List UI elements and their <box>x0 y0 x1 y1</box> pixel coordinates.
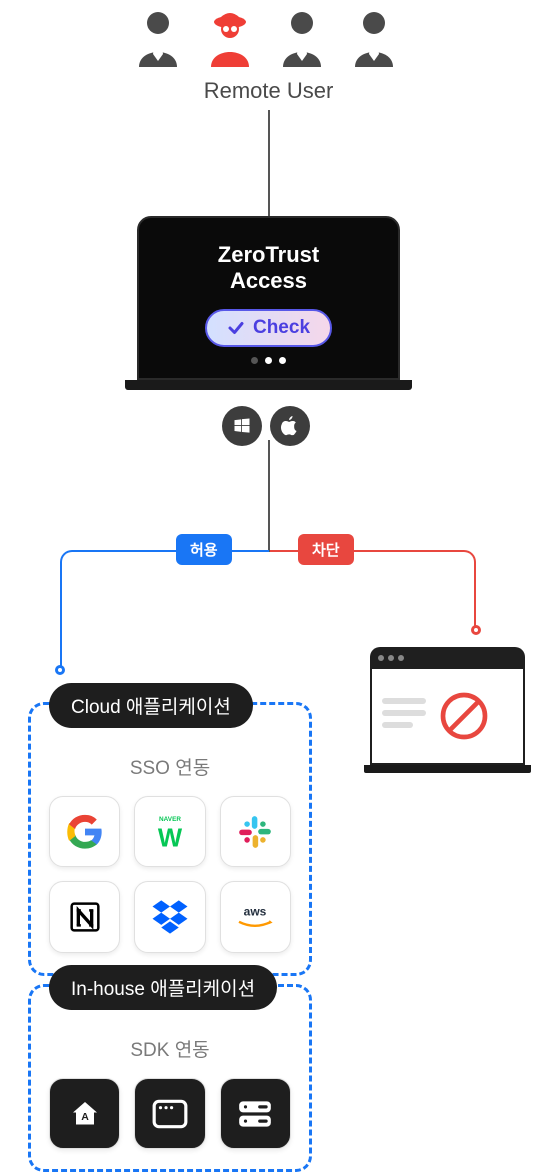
dot-2 <box>279 357 286 364</box>
apple-icon <box>270 406 310 446</box>
os-badges <box>222 406 310 446</box>
browser-body <box>370 669 525 765</box>
slack-icon <box>220 796 291 867</box>
naver-works-icon: NAVERW <box>134 796 205 867</box>
aws-icon: aws <box>220 881 291 952</box>
app-title-2: Access <box>159 268 378 294</box>
user-normal-2 <box>272 6 332 70</box>
dot-0 <box>251 357 258 364</box>
users-row <box>128 6 404 70</box>
inhouse-title: In-house 애플리케이션 <box>49 965 277 1010</box>
laptop-screen: ZeroTrust Access Check <box>137 216 400 380</box>
svg-text:A: A <box>81 1111 89 1123</box>
remote-user-label: Remote User <box>0 78 537 104</box>
cloud-subtitle: SSO 연동 <box>49 753 291 780</box>
check-label: Check <box>253 317 310 339</box>
windows-icon <box>222 406 262 446</box>
cloud-title: Cloud 애플리케이션 <box>49 683 253 728</box>
svg-text:W: W <box>158 824 183 852</box>
blocked-base <box>364 765 531 773</box>
zerotrust-diagram: Remote User ZeroTrust Access Check <box>0 0 537 1118</box>
dropbox-icon <box>134 881 205 952</box>
inhouse-app-grid: A <box>49 1078 291 1149</box>
user-normal-3 <box>344 6 404 70</box>
laptop: ZeroTrust Access Check <box>137 216 400 390</box>
branch-dot-block <box>471 625 481 635</box>
branch-dot-allow <box>55 665 65 675</box>
user-normal-1 <box>128 6 188 70</box>
cloud-box: Cloud 애플리케이션 SSO 연동 NAVERW aws <box>28 702 312 976</box>
connector-1 <box>268 110 270 220</box>
user-attacker <box>200 6 260 70</box>
browser-bar <box>370 647 525 669</box>
inhouse-box: In-house 애플리케이션 SDK 연동 A <box>28 984 312 1172</box>
window-app-icon <box>134 1078 205 1149</box>
dot-1 <box>265 357 272 364</box>
check-icon <box>227 319 245 337</box>
laptop-base <box>125 380 412 390</box>
block-tag: 차단 <box>298 534 354 565</box>
google-icon <box>49 796 120 867</box>
prohibit-icon <box>436 688 492 744</box>
branch-allow <box>60 550 269 670</box>
server-app-icon <box>220 1078 291 1149</box>
house-app-icon: A <box>49 1078 120 1149</box>
svg-text:NAVER: NAVER <box>159 816 181 823</box>
content-lines <box>382 698 426 734</box>
notion-icon <box>49 881 120 952</box>
check-pill: Check <box>205 309 332 347</box>
allow-tag: 허용 <box>176 534 232 565</box>
svg-text:aws: aws <box>244 904 267 918</box>
cloud-app-grid: NAVERW aws <box>49 796 291 953</box>
app-title-1: ZeroTrust <box>159 242 378 268</box>
blocked-browser <box>370 647 525 773</box>
carousel-dots <box>159 357 378 364</box>
inhouse-subtitle: SDK 연동 <box>49 1035 291 1062</box>
connector-2 <box>268 440 270 552</box>
